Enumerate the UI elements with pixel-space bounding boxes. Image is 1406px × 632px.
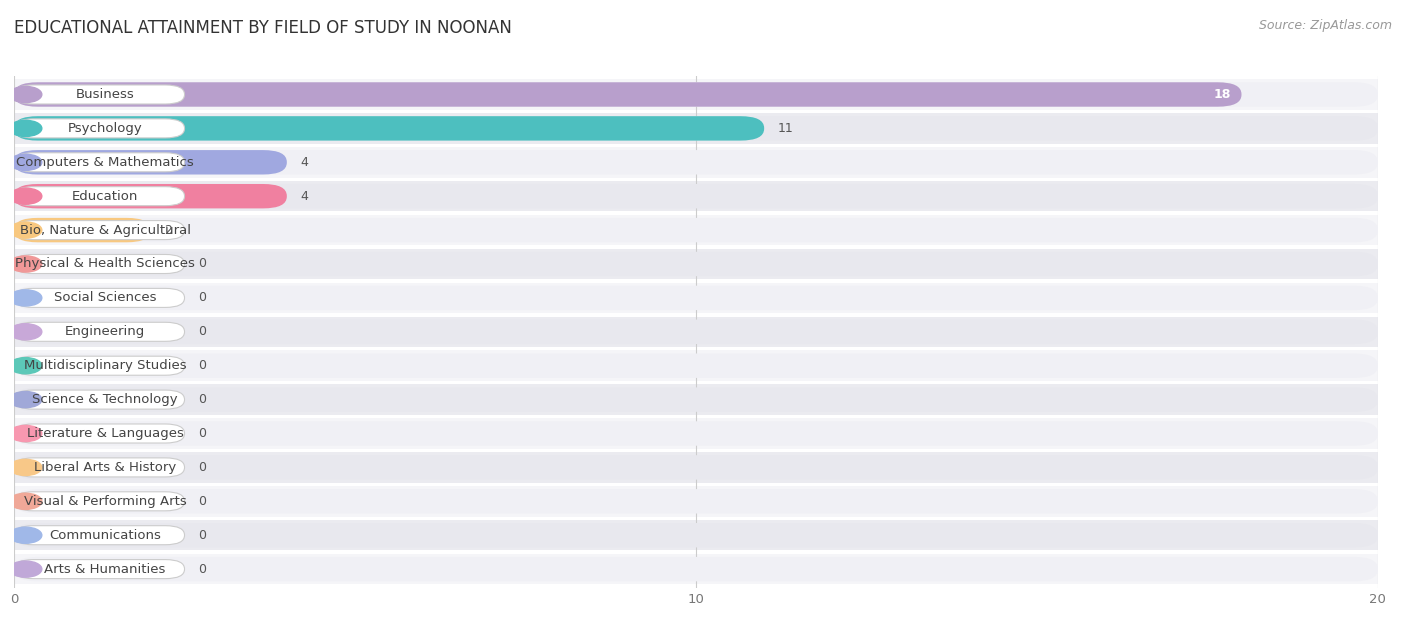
Bar	[14, 79, 1378, 110]
FancyBboxPatch shape	[14, 119, 184, 138]
FancyBboxPatch shape	[14, 116, 1378, 140]
FancyBboxPatch shape	[14, 82, 1241, 107]
Text: 0: 0	[198, 291, 207, 305]
Text: 0: 0	[198, 393, 207, 406]
Text: 18: 18	[1213, 88, 1232, 101]
Circle shape	[10, 391, 42, 408]
Text: Social Sciences: Social Sciences	[53, 291, 156, 305]
FancyBboxPatch shape	[14, 116, 765, 140]
FancyBboxPatch shape	[14, 153, 184, 172]
Text: EDUCATIONAL ATTAINMENT BY FIELD OF STUDY IN NOONAN: EDUCATIONAL ATTAINMENT BY FIELD OF STUDY…	[14, 19, 512, 37]
Circle shape	[10, 256, 42, 272]
Circle shape	[10, 290, 42, 306]
FancyBboxPatch shape	[14, 387, 1378, 412]
Bar	[14, 147, 1378, 178]
FancyBboxPatch shape	[14, 85, 184, 104]
FancyBboxPatch shape	[14, 252, 1378, 276]
Text: Business: Business	[76, 88, 135, 101]
Circle shape	[10, 222, 42, 238]
Bar	[14, 283, 1378, 313]
Text: Computers & Mathematics: Computers & Mathematics	[15, 156, 194, 169]
Text: 0: 0	[198, 529, 207, 542]
Bar	[14, 181, 1378, 212]
FancyBboxPatch shape	[14, 150, 287, 174]
FancyBboxPatch shape	[14, 455, 1378, 480]
Bar	[14, 317, 1378, 347]
Circle shape	[10, 561, 42, 577]
FancyBboxPatch shape	[14, 422, 1378, 446]
Bar	[14, 418, 1378, 449]
Text: Multidisciplinary Studies: Multidisciplinary Studies	[24, 359, 187, 372]
FancyBboxPatch shape	[14, 218, 1378, 242]
Bar	[14, 384, 1378, 415]
Bar	[14, 554, 1378, 585]
Text: 0: 0	[198, 359, 207, 372]
Text: 0: 0	[198, 495, 207, 507]
FancyBboxPatch shape	[14, 221, 184, 240]
FancyBboxPatch shape	[14, 286, 1378, 310]
FancyBboxPatch shape	[14, 353, 1378, 378]
FancyBboxPatch shape	[14, 458, 184, 477]
Bar	[14, 113, 1378, 143]
Text: 0: 0	[198, 562, 207, 576]
Circle shape	[10, 425, 42, 442]
Circle shape	[10, 324, 42, 340]
FancyBboxPatch shape	[14, 424, 184, 443]
Text: 2: 2	[165, 224, 172, 236]
Circle shape	[10, 493, 42, 509]
FancyBboxPatch shape	[14, 82, 1378, 107]
FancyBboxPatch shape	[14, 526, 184, 545]
Circle shape	[10, 120, 42, 137]
Bar	[14, 520, 1378, 550]
Bar	[14, 215, 1378, 245]
Text: Engineering: Engineering	[65, 325, 145, 338]
Text: 0: 0	[198, 427, 207, 440]
Text: Visual & Performing Arts: Visual & Performing Arts	[24, 495, 187, 507]
Bar	[14, 486, 1378, 516]
FancyBboxPatch shape	[14, 492, 184, 511]
Circle shape	[10, 87, 42, 102]
FancyBboxPatch shape	[14, 489, 1378, 514]
Text: Communications: Communications	[49, 529, 160, 542]
Bar	[14, 452, 1378, 483]
Text: 0: 0	[198, 257, 207, 270]
FancyBboxPatch shape	[14, 186, 184, 205]
Text: Source: ZipAtlas.com: Source: ZipAtlas.com	[1258, 19, 1392, 32]
FancyBboxPatch shape	[14, 557, 1378, 581]
Text: Science & Technology: Science & Technology	[32, 393, 177, 406]
FancyBboxPatch shape	[14, 559, 184, 579]
FancyBboxPatch shape	[14, 150, 1378, 174]
Text: 4: 4	[301, 156, 308, 169]
FancyBboxPatch shape	[14, 390, 184, 409]
FancyBboxPatch shape	[14, 356, 184, 375]
Text: 0: 0	[198, 325, 207, 338]
FancyBboxPatch shape	[14, 322, 184, 341]
Text: Physical & Health Sciences: Physical & Health Sciences	[15, 257, 195, 270]
Circle shape	[10, 527, 42, 544]
Bar	[14, 249, 1378, 279]
Bar	[14, 351, 1378, 381]
Circle shape	[10, 459, 42, 475]
FancyBboxPatch shape	[14, 218, 150, 242]
Circle shape	[10, 358, 42, 374]
Text: Psychology: Psychology	[67, 122, 142, 135]
FancyBboxPatch shape	[14, 184, 287, 209]
Text: Bio, Nature & Agricultural: Bio, Nature & Agricultural	[20, 224, 191, 236]
FancyBboxPatch shape	[14, 288, 184, 307]
Circle shape	[10, 154, 42, 171]
Text: 11: 11	[778, 122, 793, 135]
Text: 0: 0	[198, 461, 207, 474]
Text: Liberal Arts & History: Liberal Arts & History	[34, 461, 176, 474]
FancyBboxPatch shape	[14, 523, 1378, 547]
Text: Literature & Languages: Literature & Languages	[27, 427, 183, 440]
FancyBboxPatch shape	[14, 320, 1378, 344]
FancyBboxPatch shape	[14, 255, 184, 274]
Circle shape	[10, 188, 42, 204]
FancyBboxPatch shape	[14, 184, 1378, 209]
Text: 4: 4	[301, 190, 308, 203]
Text: Arts & Humanities: Arts & Humanities	[45, 562, 166, 576]
Text: Education: Education	[72, 190, 138, 203]
